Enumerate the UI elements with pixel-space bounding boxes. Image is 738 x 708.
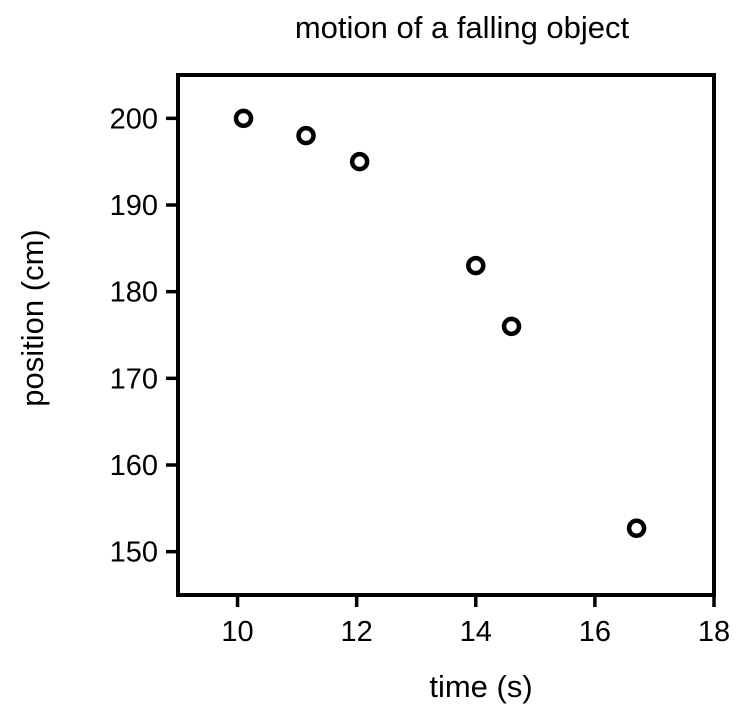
data-points bbox=[233, 108, 647, 539]
data-point bbox=[296, 125, 316, 146]
y-tick-label: 180 bbox=[110, 277, 158, 309]
data-point bbox=[501, 316, 522, 337]
x-tick-label: 14 bbox=[460, 616, 492, 648]
y-tick-label: 160 bbox=[110, 450, 158, 482]
y-tick-label: 200 bbox=[110, 103, 158, 135]
plot-frame bbox=[176, 73, 716, 597]
data-point bbox=[349, 151, 370, 172]
y-tick-label: 190 bbox=[110, 190, 158, 222]
chart-title: motion of a falling object bbox=[295, 10, 630, 45]
x-tick-label: 18 bbox=[698, 616, 730, 648]
data-point bbox=[466, 255, 486, 276]
y-axis: 150 160 170 180 190 200 bbox=[110, 103, 178, 569]
data-point bbox=[233, 108, 254, 129]
x-axis-label: time (s) bbox=[429, 669, 532, 704]
y-axis-label: position (cm) bbox=[15, 229, 50, 406]
y-tick-label: 170 bbox=[110, 363, 158, 395]
y-tick-label: 150 bbox=[110, 537, 158, 569]
x-axis: 10 12 14 16 18 bbox=[221, 595, 730, 648]
data-point bbox=[626, 518, 647, 539]
x-tick-label: 12 bbox=[341, 616, 373, 648]
x-tick-label: 10 bbox=[221, 616, 253, 648]
x-tick-label: 16 bbox=[579, 616, 611, 648]
